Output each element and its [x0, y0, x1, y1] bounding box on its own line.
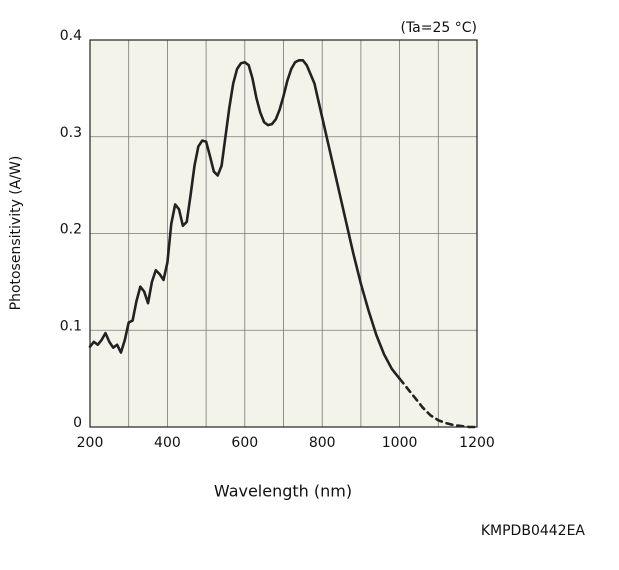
y-tick-label: 0 — [73, 415, 82, 431]
y-tick-label: 0.4 — [60, 28, 82, 44]
x-tick-label: 600 — [231, 435, 258, 451]
response-curve — [88, 59, 401, 380]
response-curve — [398, 377, 479, 429]
figure-code: KMPDB0442EA — [481, 523, 586, 539]
x-axis-label: Wavelength (nm) — [214, 482, 352, 501]
x-tick-label: 1000 — [382, 435, 418, 451]
y-axis-label: Photosensitivity (A/W) — [8, 156, 24, 311]
x-tick-label: 800 — [309, 435, 336, 451]
y-tick-label: 0.2 — [60, 222, 82, 238]
x-tick-label: 400 — [154, 435, 181, 451]
plot-frame — [89, 39, 478, 428]
x-tick-label: 200 — [77, 435, 104, 451]
y-tick-label: 0.1 — [60, 318, 82, 334]
x-tick-label: 1200 — [459, 435, 495, 451]
y-tick-label: 0.3 — [60, 125, 82, 141]
condition-note: (Ta=25 °C) — [400, 20, 477, 36]
